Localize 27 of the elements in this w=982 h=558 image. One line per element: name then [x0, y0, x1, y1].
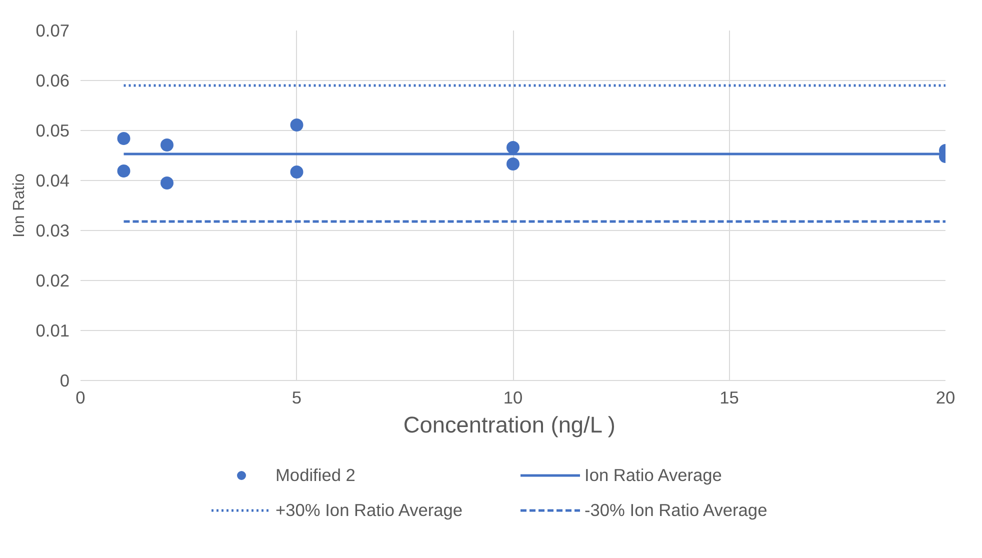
y-tick-label: 0.03	[36, 220, 70, 240]
legend-label: +30% Ion Ratio Average	[276, 500, 464, 520]
point	[117, 164, 130, 178]
x-tick-label: 15	[720, 388, 739, 408]
x-tick-label: 5	[292, 388, 302, 408]
point	[117, 132, 130, 145]
x-tick-label: 20	[936, 388, 956, 408]
x-axis-title: Concentration (ng/L )	[403, 412, 616, 438]
y-tick-label: 0	[60, 370, 70, 390]
y-tick-label: 0.05	[36, 120, 70, 140]
y-tick-label: 0.04	[36, 170, 70, 190]
legend-label: Ion Ratio Average	[584, 464, 723, 486]
x-tick-label: 0	[76, 388, 86, 408]
y-tick-label: 0.06	[36, 70, 70, 90]
legend-label: -30% Ion Ratio Average	[584, 500, 768, 520]
x-tick-label: 10	[503, 388, 523, 408]
point	[160, 138, 174, 152]
y-tick-label: 0.02	[36, 270, 70, 290]
point	[290, 118, 304, 132]
legend-label: Modified 2	[276, 464, 356, 486]
point	[290, 166, 304, 178]
point	[160, 176, 174, 190]
y-tick-label: 0.01	[36, 320, 70, 340]
y-tick-label: 0.07	[36, 20, 70, 40]
y-axis-title: Ion Ratio	[10, 173, 28, 238]
point	[506, 158, 520, 170]
point	[506, 141, 520, 154]
